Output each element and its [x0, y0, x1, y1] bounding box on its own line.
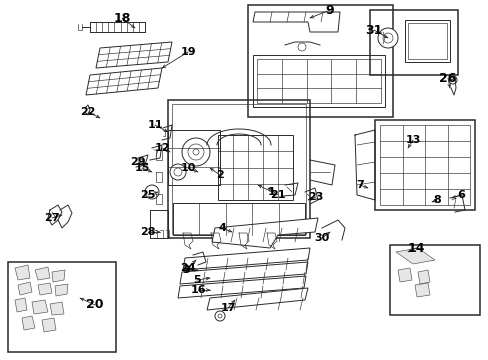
Text: 18: 18 [113, 12, 130, 24]
Circle shape [218, 314, 222, 318]
Text: 10: 10 [180, 163, 195, 173]
Bar [379, 125, 469, 205]
Polygon shape [22, 316, 35, 330]
Polygon shape [183, 248, 309, 270]
Polygon shape [212, 218, 317, 248]
Polygon shape [50, 302, 64, 315]
Circle shape [145, 185, 159, 199]
Polygon shape [395, 248, 434, 264]
Text: 19: 19 [180, 47, 195, 57]
Text: 31: 31 [365, 23, 382, 36]
Text: 15: 15 [134, 163, 149, 173]
Text: 2: 2 [216, 170, 224, 180]
Text: 12: 12 [154, 143, 169, 153]
Bar [374, 120, 474, 210]
Polygon shape [252, 12, 339, 32]
Text: 9: 9 [325, 4, 334, 17]
Polygon shape [178, 276, 305, 298]
Text: 29: 29 [130, 157, 145, 167]
Text: 28: 28 [140, 227, 156, 237]
Text: 11: 11 [147, 120, 163, 130]
Polygon shape [32, 300, 48, 314]
Circle shape [448, 76, 456, 84]
Text: 6: 6 [456, 190, 464, 200]
Text: 30: 30 [314, 233, 329, 243]
Polygon shape [38, 283, 52, 295]
Bar [257, 59, 380, 103]
Text: 23: 23 [307, 192, 323, 202]
Circle shape [377, 28, 397, 48]
Text: 24: 24 [180, 263, 195, 273]
Text: 20: 20 [86, 298, 103, 311]
Bar [8, 262, 116, 352]
Bar [369, 10, 457, 75]
Bar [218, 135, 292, 200]
Bar [407, 23, 446, 59]
Polygon shape [35, 267, 50, 280]
Bar [247, 5, 392, 117]
Text: 7: 7 [355, 180, 363, 190]
Polygon shape [42, 318, 56, 332]
Bar [404, 20, 449, 62]
Text: 25: 25 [140, 190, 155, 200]
Circle shape [215, 311, 224, 321]
Polygon shape [15, 265, 30, 280]
Text: 27: 27 [44, 213, 60, 223]
Polygon shape [206, 288, 307, 310]
Circle shape [182, 138, 209, 166]
Circle shape [297, 43, 305, 51]
Bar [173, 203, 305, 235]
Text: 16: 16 [190, 285, 205, 295]
Text: 13: 13 [405, 135, 420, 145]
Circle shape [170, 164, 185, 180]
Bar [252, 55, 384, 107]
Bar [172, 104, 305, 234]
Bar [389, 245, 479, 315]
Text: 22: 22 [80, 107, 96, 117]
Text: 14: 14 [407, 242, 424, 255]
Text: 1: 1 [267, 187, 275, 197]
Text: 17: 17 [220, 303, 235, 313]
Polygon shape [18, 282, 32, 295]
Text: 4: 4 [218, 223, 225, 233]
Circle shape [193, 149, 199, 155]
Text: 21: 21 [270, 190, 285, 200]
Polygon shape [55, 284, 68, 296]
Polygon shape [86, 68, 162, 95]
Polygon shape [180, 262, 307, 284]
Polygon shape [397, 268, 411, 282]
Bar [168, 100, 309, 238]
Polygon shape [417, 270, 429, 284]
Text: 8: 8 [432, 195, 440, 205]
Text: 26: 26 [438, 72, 456, 85]
Polygon shape [52, 270, 65, 282]
Circle shape [187, 144, 203, 160]
Text: 3: 3 [182, 265, 189, 275]
Polygon shape [96, 42, 172, 68]
Polygon shape [414, 283, 429, 297]
Circle shape [382, 33, 392, 43]
Polygon shape [15, 298, 27, 312]
Text: 5: 5 [193, 275, 201, 285]
Circle shape [174, 168, 182, 176]
Bar [168, 130, 220, 185]
